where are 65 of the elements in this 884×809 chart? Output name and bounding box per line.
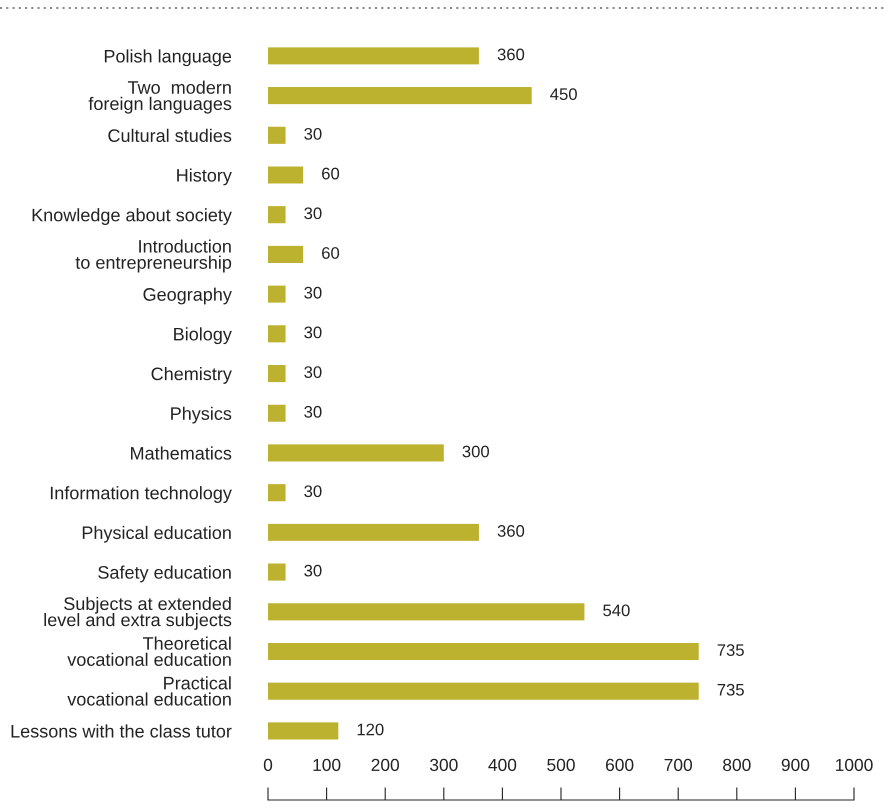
data-label: 540 [603, 604, 630, 616]
bar [268, 325, 286, 342]
bar [268, 564, 286, 581]
y-tick-label: Two modern foreign languages [88, 80, 232, 114]
x-tick-label: 100 [313, 758, 340, 772]
bar [268, 206, 286, 224]
bar [268, 722, 338, 740]
y-tick-label: Biology [174, 327, 232, 344]
x-tick-label: 600 [606, 758, 634, 772]
data-label: 735 [718, 684, 744, 696]
y-tick-label: Information technology [50, 486, 232, 503]
y-tick-label: Practical vocational education [67, 676, 231, 706]
bar [268, 246, 304, 263]
bar [268, 286, 286, 303]
y-tick-label: Lessons with the class tutor [12, 724, 232, 738]
data-label: 30 [304, 326, 322, 338]
bar [268, 47, 479, 64]
y-tick-label: Theoretical vocational education [67, 636, 231, 666]
x-tick-label: 700 [664, 758, 692, 772]
bar [268, 404, 286, 422]
y-tick-label: Polish language [104, 49, 232, 66]
bar [268, 126, 286, 144]
data-label: 360 [498, 48, 524, 60]
x-tick-label: 900 [782, 758, 810, 772]
bar [268, 524, 479, 541]
y-tick-label: History [177, 168, 232, 186]
y-tick-label: Physical education [82, 526, 231, 543]
data-label: 30 [304, 128, 322, 140]
y-tick-label: Introduction to entrepreneurship [76, 239, 232, 272]
y-tick-label: Geography [143, 288, 232, 304]
bar [268, 166, 304, 184]
x-tick-label: 800 [723, 758, 751, 772]
data-label: 60 [322, 168, 340, 180]
data-label: 30 [304, 406, 322, 418]
y-tick-label: Subjects at extended level and extra subjects [44, 596, 232, 630]
data-label: 300 [462, 446, 490, 458]
x-tick-label: 200 [372, 758, 400, 772]
bar [268, 682, 699, 700]
bar [268, 444, 444, 462]
y-tick-label: Safety education [98, 566, 231, 582]
data-label: 60 [322, 247, 340, 259]
y-tick-label: Chemistry [152, 367, 232, 384]
data-label: 360 [498, 525, 524, 537]
bar [268, 484, 286, 502]
data-label: 30 [304, 564, 322, 577]
x-tick-label: 400 [488, 758, 516, 772]
bar [268, 642, 699, 660]
y-tick-label: Cultural studies [108, 128, 232, 142]
bar [268, 365, 286, 382]
data-label: 30 [304, 366, 322, 378]
data-label: 450 [550, 88, 577, 100]
data-label: 120 [358, 724, 384, 736]
y-tick-label: Mathematics [131, 446, 232, 460]
data-label: 30 [304, 485, 322, 498]
x-tick-label: 0 [264, 758, 272, 772]
y-tick-label: Knowledge about society [32, 208, 232, 225]
x-tick-label: 300 [430, 758, 458, 772]
data-label: 735 [718, 644, 744, 656]
x-tick-label: 1000 [836, 758, 873, 772]
x-tick-label: 500 [547, 758, 575, 772]
data-label: 30 [304, 286, 322, 299]
data-label: 30 [304, 207, 322, 220]
bar [268, 603, 584, 620]
bar [268, 87, 532, 104]
y-tick-label: Physics [171, 406, 232, 424]
